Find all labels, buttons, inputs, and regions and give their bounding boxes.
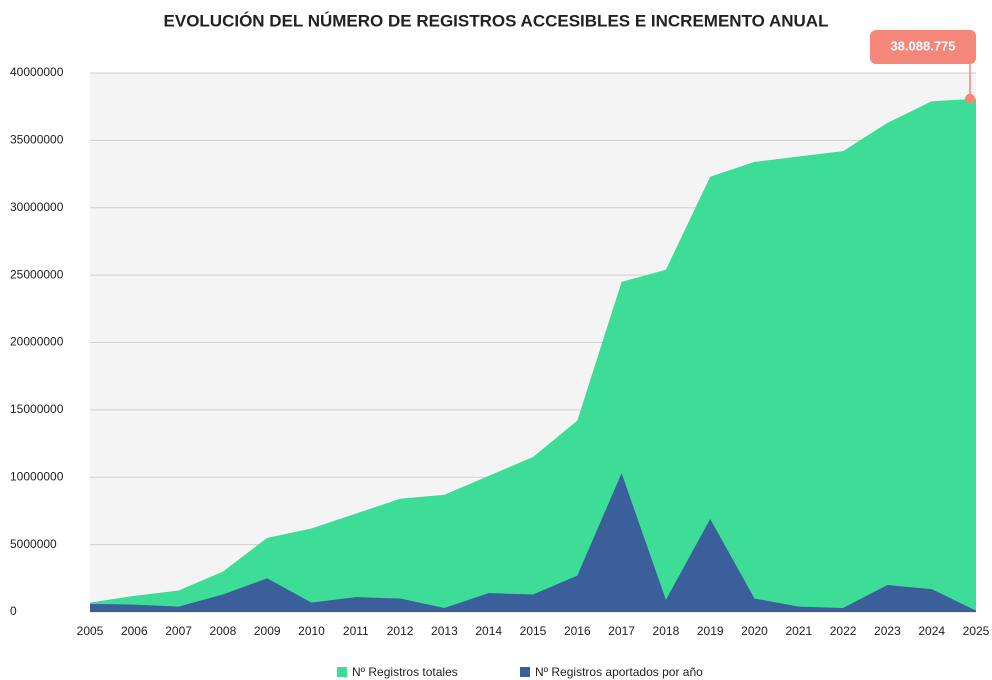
y-tick-label: 5000000 bbox=[10, 537, 57, 551]
y-tick-label: 0 bbox=[10, 604, 17, 618]
x-tick-label: 2005 bbox=[77, 624, 104, 638]
annotation-label: 38.088.775 bbox=[890, 38, 955, 53]
x-tick-label: 2017 bbox=[608, 624, 635, 638]
x-tick-label: 2023 bbox=[874, 624, 901, 638]
annotation-box bbox=[870, 30, 976, 64]
x-tick-label: 2020 bbox=[741, 624, 768, 638]
x-tick-label: 2015 bbox=[520, 624, 547, 638]
x-tick-label: 2012 bbox=[387, 624, 414, 638]
x-tick-label: 2009 bbox=[254, 624, 281, 638]
legend-swatch bbox=[337, 667, 347, 677]
y-tick-label: 35000000 bbox=[10, 133, 64, 147]
x-tick-label: 2025 bbox=[963, 624, 990, 638]
y-tick-label: 40000000 bbox=[10, 65, 64, 79]
annotation-dot bbox=[965, 93, 975, 104]
y-tick-label: 20000000 bbox=[10, 335, 64, 349]
x-tick-label: 2010 bbox=[298, 624, 325, 638]
chart-title: EVOLUCIÓN DEL NÚMERO DE REGISTROS ACCESI… bbox=[164, 11, 829, 30]
x-tick-label: 2008 bbox=[210, 624, 237, 638]
x-tick-label: 2013 bbox=[431, 624, 458, 638]
y-tick-label: 10000000 bbox=[10, 469, 64, 483]
x-tick-label: 2011 bbox=[343, 624, 369, 638]
x-tick-label: 2022 bbox=[830, 624, 857, 638]
x-tick-label: 2007 bbox=[165, 624, 192, 638]
y-tick-label: 30000000 bbox=[10, 200, 64, 214]
x-tick-label: 2006 bbox=[121, 624, 148, 638]
x-tick-label: 2014 bbox=[475, 624, 502, 638]
area bbox=[90, 98, 976, 612]
legend-label: Nº Registros totales bbox=[352, 665, 458, 679]
x-tick-label: 2019 bbox=[697, 624, 724, 638]
y-tick-label: 15000000 bbox=[10, 402, 64, 416]
legend-label: Nº Registros aportados por año bbox=[535, 665, 703, 679]
area bbox=[90, 473, 976, 612]
y-tick-label: 25000000 bbox=[10, 267, 64, 281]
legend-swatch bbox=[520, 667, 530, 677]
x-tick-label: 2018 bbox=[653, 624, 680, 638]
x-tick-label: 2021 bbox=[785, 624, 812, 638]
x-tick-label: 2024 bbox=[918, 624, 945, 638]
x-tick-label: 2016 bbox=[564, 624, 591, 638]
